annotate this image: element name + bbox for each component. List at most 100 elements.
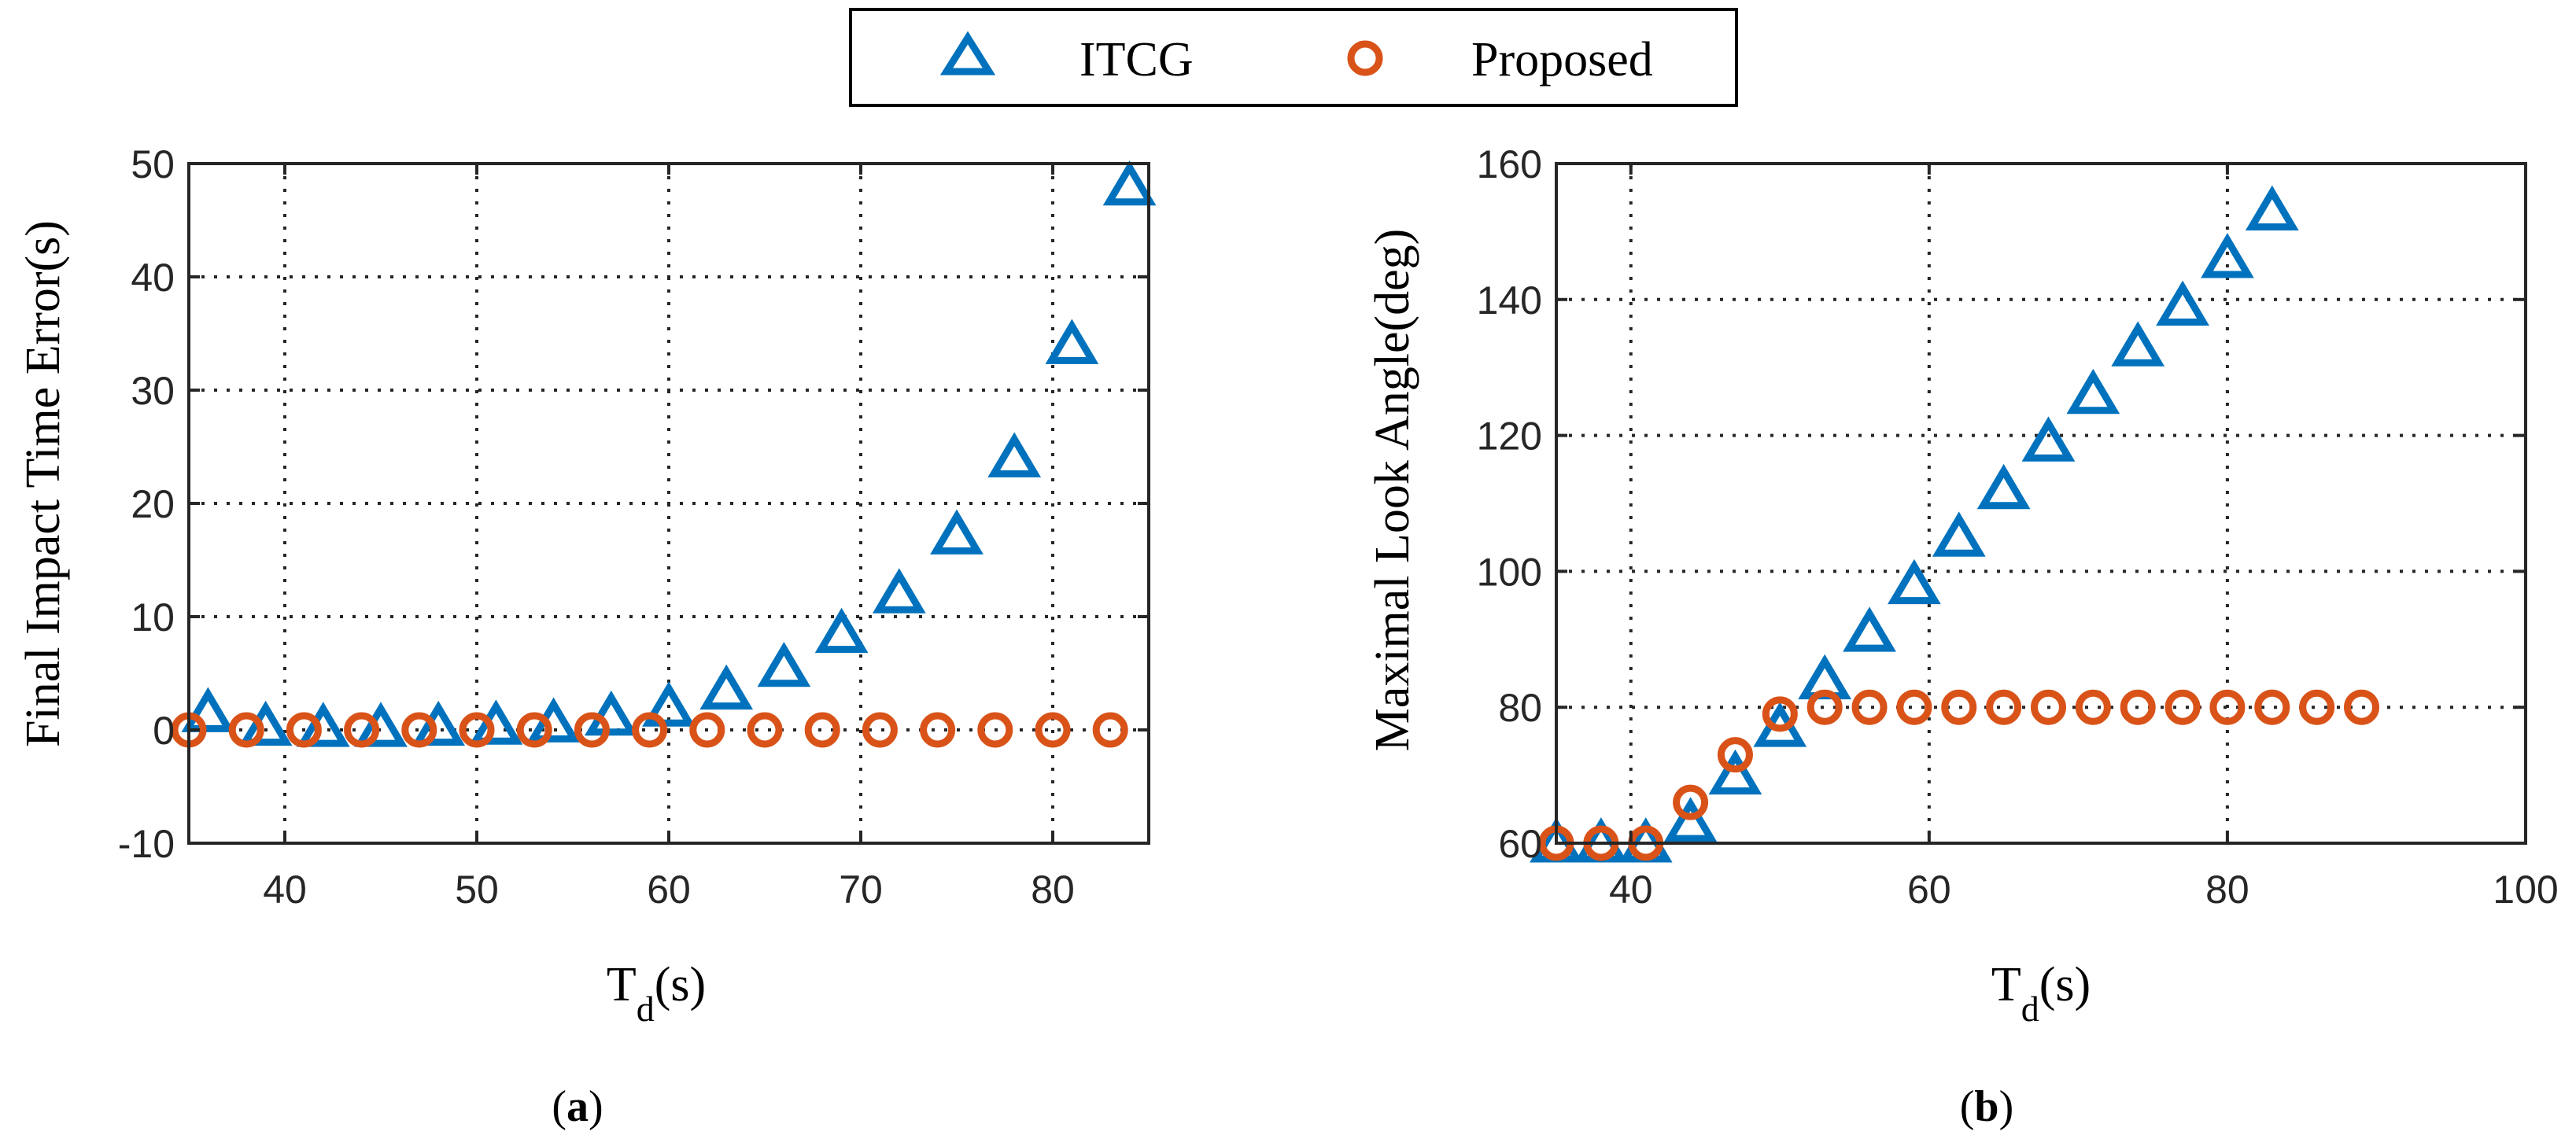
b-proposed-point-17 <box>2299 689 2335 725</box>
a-itcg-point-0 <box>181 687 235 732</box>
b-y-tick-label-160: 160 <box>1477 142 1542 186</box>
a-proposed-point-8 <box>632 712 668 748</box>
b-proposed-point-13 <box>2120 689 2156 725</box>
a-proposed-point-16 <box>1092 712 1128 748</box>
a-itcg-point-1 <box>238 700 293 746</box>
b-proposed-point-10 <box>1986 689 2022 725</box>
a-proposed-point-2 <box>286 712 322 748</box>
a-itcg-point-11 <box>814 607 869 654</box>
a-x-tick-label-50: 50 <box>455 868 499 912</box>
legend-itcg-marker <box>939 31 996 76</box>
b-y-axis-label: Maximal Look Angle(deg) <box>1366 229 1419 752</box>
b-proposed-point-6 <box>1807 689 1843 725</box>
a-itcg-point-14 <box>987 432 1042 477</box>
a-x-tick-label-40: 40 <box>263 868 307 912</box>
b-x-tick-label-60: 60 <box>1907 868 1951 912</box>
a-proposed-point-14 <box>977 712 1013 748</box>
b-y-tick-label-140: 140 <box>1477 278 1542 322</box>
a-proposed-point-7 <box>574 712 610 748</box>
b-proposed-point-8 <box>1896 689 1932 725</box>
a-y-tick-label-40: 40 <box>131 256 175 300</box>
b-itcg-point-11 <box>2021 416 2076 462</box>
b-proposed-point-3 <box>1673 784 1709 820</box>
a-itcg-point-8 <box>642 681 696 727</box>
b-x-tick-label-80: 80 <box>2205 868 2249 912</box>
a-x-tick-label-60: 60 <box>647 868 691 912</box>
b-itcg-point-9 <box>1932 511 1986 557</box>
b-itcg-point-8 <box>1888 558 1941 605</box>
legend-itcg-label: ITCG <box>1079 33 1194 87</box>
b-proposed-point-9 <box>1941 689 1977 725</box>
legend-proposed-marker <box>1347 40 1383 76</box>
b-x-ticks: 40 60 80 100 <box>1609 164 2559 912</box>
panel-b: 40 60 80 100 60 80 100 120 140 160 Maximal Look … <box>1366 142 2559 1131</box>
a-x-label-unit: (s) <box>655 958 706 1012</box>
b-itcg-point-7 <box>1843 606 1896 652</box>
b-proposed-point-5 <box>1762 696 1798 732</box>
a-grid <box>189 162 1149 845</box>
a-y-tick-label-20: 20 <box>131 482 175 526</box>
a-proposed-point-13 <box>920 712 956 748</box>
b-series-itcg <box>1530 185 2299 863</box>
a-proposed-point-15 <box>1035 712 1071 748</box>
a-proposed-point-5 <box>459 712 495 748</box>
a-y-ticks: -10 0 10 20 30 40 50 <box>118 142 1149 866</box>
b-proposed-point-16 <box>2254 689 2290 725</box>
legend-item-itcg: ITCG <box>939 31 1194 87</box>
panel-a: 40 50 60 70 80 -10 0 10 20 30 40 50 Final Impact T… <box>17 142 1157 1131</box>
legend: ITCG Proposed <box>849 8 1738 107</box>
a-y-tick-label-0: 0 <box>153 709 175 753</box>
b-itcg-point-4 <box>1708 749 1762 795</box>
legend-proposed-label: Proposed <box>1471 33 1653 87</box>
b-y-ticks: 60 80 100 120 140 160 <box>1477 142 2526 866</box>
a-itcg-point-2 <box>296 702 350 747</box>
a-proposed-point-9 <box>689 712 725 748</box>
a-x-tick-label-70: 70 <box>839 868 883 912</box>
b-panel-label: (b) <box>1960 1082 2013 1131</box>
a-itcg-point-6 <box>526 697 581 743</box>
a-itcg-point-16 <box>1102 160 1157 206</box>
b-proposed-point-14 <box>2165 689 2201 725</box>
b-proposed-point-18 <box>2344 689 2380 725</box>
b-proposed-point-15 <box>2209 689 2246 725</box>
b-x-tick-label-100: 100 <box>2493 868 2558 912</box>
b-x-label-unit: (s) <box>2039 958 2091 1012</box>
b-x-axis-label: Td(s) <box>1991 958 2091 1029</box>
a-itcg-point-10 <box>757 641 811 687</box>
b-proposed-point-11 <box>2030 689 2066 725</box>
a-x-tick-label-80: 80 <box>1031 868 1075 912</box>
a-proposed-point-10 <box>747 712 783 748</box>
b-y-tick-label-120: 120 <box>1477 415 1542 459</box>
b-y-tick-label-80: 80 <box>1498 686 1542 730</box>
a-x-ticks: 40 50 60 70 80 <box>263 164 1075 912</box>
a-series-itcg <box>181 160 1157 747</box>
b-y-tick-label-60: 60 <box>1498 822 1542 866</box>
a-y-axis-label: Final Impact Time Error(s) <box>17 220 70 747</box>
a-y-tick-label-50: 50 <box>131 142 175 186</box>
b-proposed-point-7 <box>1851 689 1888 725</box>
a-x-label-main: T <box>607 958 637 1012</box>
a-proposed-point-4 <box>401 712 437 748</box>
a-itcg-point-4 <box>411 700 466 746</box>
a-x-label-sub: d <box>637 989 655 1029</box>
a-proposed-point-3 <box>344 712 380 748</box>
legend-box <box>849 8 1738 107</box>
b-y-tick-label-100: 100 <box>1477 550 1542 594</box>
a-y-tick-label-10: 10 <box>131 595 175 639</box>
a-panel-label: (a) <box>552 1082 603 1131</box>
b-x-tick-label-40: 40 <box>1609 868 1653 912</box>
b-x-label-sub: d <box>2021 989 2039 1029</box>
b-itcg-point-10 <box>1976 463 2031 510</box>
a-y-tick-label-30: 30 <box>131 369 175 413</box>
a-proposed-point-12 <box>862 712 898 748</box>
a-itcg-point-15 <box>1045 319 1099 364</box>
b-proposed-point-4 <box>1717 737 1753 773</box>
b-grid <box>1556 162 2527 845</box>
a-y-tick-label--10: -10 <box>118 822 175 866</box>
b-itcg-point-3 <box>1663 797 1718 842</box>
a-proposed-point-11 <box>804 712 840 748</box>
legend-item-proposed: Proposed <box>1347 33 1653 87</box>
b-x-label-main: T <box>1991 958 2021 1012</box>
b-itcg-point-15 <box>2201 233 2254 278</box>
